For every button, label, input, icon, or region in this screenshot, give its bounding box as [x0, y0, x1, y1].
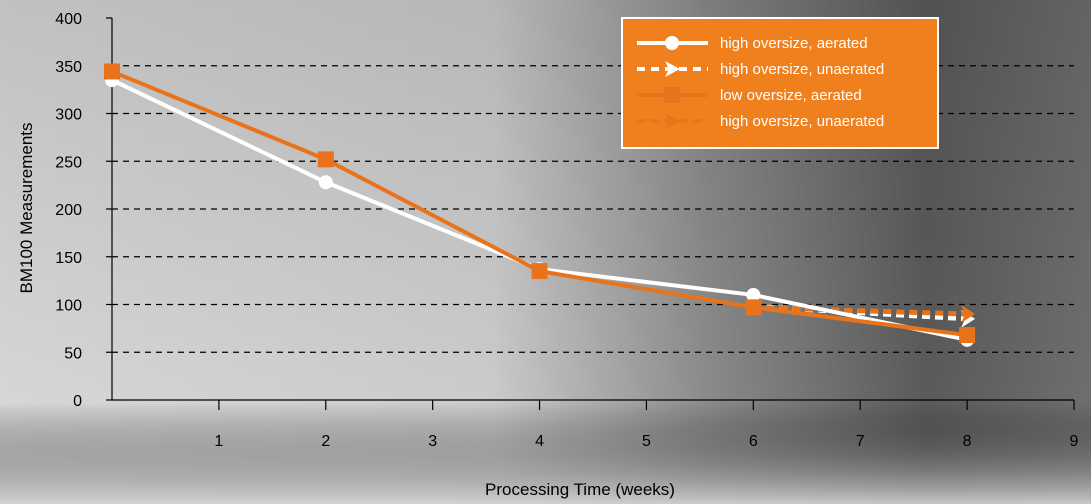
x-tick-label: 5: [642, 433, 651, 450]
data-point: [317, 151, 334, 168]
data-point: [745, 299, 762, 316]
y-tick-label: 250: [55, 154, 82, 171]
legend-label: high oversize, unaerated: [720, 61, 884, 78]
legend-label: high oversize, aerated: [720, 35, 868, 52]
x-tick-label: 3: [428, 433, 437, 450]
data-point: [318, 175, 333, 190]
series-line: [753, 304, 968, 317]
y-tick-label: 100: [55, 298, 82, 315]
arrow-marker-icon: [665, 113, 680, 129]
legend-item-low-aerated: low oversize, aerated: [637, 87, 862, 104]
y-axis-title: BM100 Measurements: [17, 122, 36, 293]
series: [104, 63, 976, 347]
y-tick-label: 150: [55, 250, 82, 267]
x-tick-labels: 1 2 3 4 5 6 7 8 9: [214, 433, 1078, 450]
y-tick-label: 50: [64, 345, 82, 362]
x-tick-label: 8: [963, 433, 972, 450]
x-tick-label: 2: [321, 433, 330, 450]
legend-label: high oversize, unaerated: [720, 113, 884, 130]
data-point: [104, 63, 120, 80]
square-marker-icon: [664, 87, 680, 103]
legend: high oversize, aerated high oversize, un…: [621, 17, 939, 149]
data-point: [959, 327, 976, 344]
series-2: [104, 63, 976, 344]
x-axis-title: Processing Time (weeks): [485, 480, 675, 499]
series-3: [753, 304, 976, 324]
y-tick-label: 400: [55, 11, 82, 28]
legend-item-high-unaerated: high oversize, unaerated: [637, 61, 884, 78]
x-tick-label: 9: [1070, 433, 1079, 450]
y-tick-label: 300: [55, 107, 82, 124]
y-tick-labels: 0 50 100 150 200 250 300 350 400: [55, 11, 82, 410]
arrow-marker-icon: [665, 61, 680, 77]
x-tick-label: 4: [535, 433, 544, 450]
legend-item-high-unaerated-2: high oversize, unaerated: [637, 113, 884, 130]
circle-marker-icon: [665, 36, 679, 50]
x-tick-label: 7: [856, 433, 865, 450]
data-point: [961, 305, 976, 324]
x-tick-label: 6: [749, 433, 758, 450]
y-tick-label: 0: [73, 393, 82, 410]
data-point: [531, 263, 548, 280]
x-tick-label: 1: [214, 433, 223, 450]
y-tick-label: 200: [55, 202, 82, 219]
legend-label: low oversize, aerated: [720, 87, 862, 104]
y-tick-label: 350: [55, 59, 82, 76]
legend-item-high-aerated: high oversize, aerated: [637, 35, 868, 52]
data-point: [746, 287, 761, 302]
